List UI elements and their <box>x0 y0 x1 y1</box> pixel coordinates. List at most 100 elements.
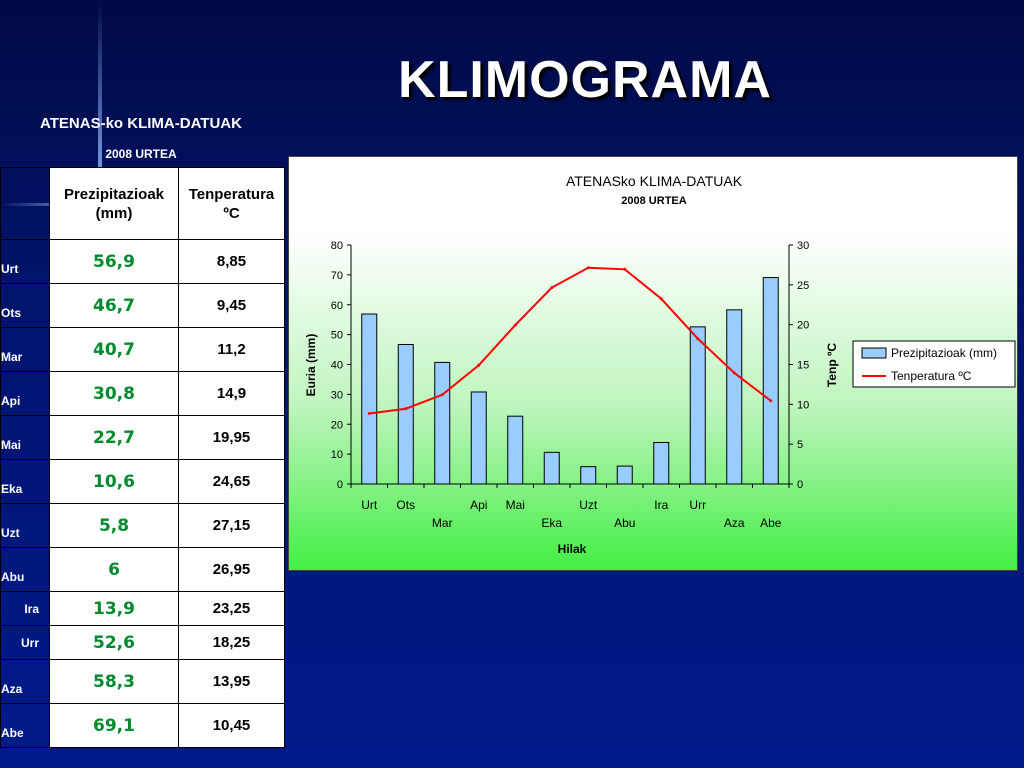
month-cell: Abu <box>0 547 50 592</box>
precip-cell: 10,6 <box>49 459 179 504</box>
temp-cell: 23,25 <box>178 591 285 626</box>
temp-cell: 27,15 <box>178 503 285 548</box>
temp-cell: 9,45 <box>178 283 285 328</box>
table-row: Abu 6 26,95 <box>0 547 285 592</box>
x-tick-label: Mar <box>432 516 453 530</box>
precip-cell: 46,7 <box>49 283 179 328</box>
bar-precip <box>726 309 743 485</box>
precip-cell: 6 <box>49 547 179 592</box>
month-cell: Ots <box>0 283 50 328</box>
legend-label-precip: Prezipitazioak (mm) <box>891 346 997 360</box>
table-row: Urt 56,9 8,85 <box>0 239 285 284</box>
table-row: Uzt 5,8 27,15 <box>0 503 285 548</box>
chart-legend: Prezipitazioak (mm) Tenperatura ºC <box>852 340 1016 388</box>
y-tick-label: 10 <box>331 449 343 461</box>
temp-cell: 26,95 <box>178 547 285 592</box>
temp-cell: 13,95 <box>178 659 285 704</box>
precip-cell: 22,7 <box>49 415 179 460</box>
x-tick-label: Urr <box>689 498 706 512</box>
month-cell: Api <box>0 371 50 416</box>
precip-cell: 52,6 <box>49 625 179 660</box>
y-tick-label: 60 <box>331 300 343 312</box>
month-cell: Urr <box>0 625 50 660</box>
temp-cell: 11,2 <box>178 327 285 372</box>
bar-precip <box>361 313 378 485</box>
table-header-row: Prezipitazioak (mm) Tenperatura ºC <box>0 167 285 240</box>
y-tick-label: 80 <box>331 240 343 252</box>
y2-tick-label: 15 <box>797 360 809 372</box>
table-row: Aza 58,3 13,95 <box>0 659 285 704</box>
y2-tick-label: 30 <box>797 240 809 252</box>
y-tick-label: 0 <box>337 479 343 491</box>
decorative-light-streak <box>98 0 102 250</box>
point-temperature <box>659 297 663 301</box>
month-cell: Urt <box>0 239 50 284</box>
point-temperature <box>440 393 444 397</box>
temp-cell: 14,9 <box>178 371 285 416</box>
table-header-empty-cell <box>0 167 50 240</box>
temp-cell: 24,65 <box>178 459 285 504</box>
month-cell: Aza <box>0 659 50 704</box>
x-tick-label: Abu <box>614 516 635 530</box>
temp-cell: 19,95 <box>178 415 285 460</box>
bar-precip <box>762 277 779 485</box>
y-axis-title: Euria (mm) <box>304 334 318 397</box>
table-row: Eka 10,6 24,65 <box>0 459 285 504</box>
x-tick-label: Eka <box>541 516 562 530</box>
temp-cell: 10,45 <box>178 703 285 748</box>
x-tick-label: Mai <box>506 498 525 512</box>
legend-label-temp: Tenperatura ºC <box>891 369 972 383</box>
x-tick-label: Ira <box>654 498 668 512</box>
x-tick-label: Uzt <box>579 498 598 512</box>
bar-precip <box>434 361 451 485</box>
precip-cell: 69,1 <box>49 703 179 748</box>
temp-column-header: Tenperatura ºC <box>178 167 285 240</box>
y-tick-label: 50 <box>331 330 343 342</box>
point-temperature <box>623 267 627 271</box>
y-tick-label: 20 <box>331 419 343 431</box>
month-cell: Mar <box>0 327 50 372</box>
x-tick-label: Aza <box>724 516 745 530</box>
x-tick-label: Api <box>470 498 487 512</box>
month-cell: Mai <box>0 415 50 460</box>
precip-cell: 30,8 <box>49 371 179 416</box>
chart-subtitle: 2008 URTEA <box>621 195 686 207</box>
x-tick-label: Abe <box>760 516 782 530</box>
slide-title: KLIMOGRAMA <box>398 51 772 109</box>
x-tick-label: Ots <box>396 498 415 512</box>
table-row: Abe 69,1 10,45 <box>0 703 285 748</box>
point-temperature <box>513 323 517 327</box>
chart-title: ATENASko KLIMA-DATUAK <box>566 173 743 189</box>
plot-area <box>351 245 789 484</box>
table-row: Api 30,8 14,9 <box>0 371 285 416</box>
month-cell: Eka <box>0 459 50 504</box>
table-row: Mai 22,7 19,95 <box>0 415 285 460</box>
table-row: Mar 40,7 11,2 <box>0 327 285 372</box>
bar-precip <box>397 343 414 485</box>
bar-precip <box>507 415 524 485</box>
point-temperature <box>550 286 554 290</box>
table-row: Ots 46,7 9,45 <box>0 283 285 328</box>
line-temperature <box>369 266 772 415</box>
month-cell: Ira <box>0 591 50 626</box>
y-tick-label: 40 <box>331 360 343 372</box>
bar-precip <box>653 441 670 485</box>
x-tick-label: Urt <box>361 498 378 512</box>
precip-column-header: Prezipitazioak (mm) <box>49 167 179 240</box>
y2-tick-label: 25 <box>797 280 809 292</box>
precip-cell: 56,9 <box>49 239 179 284</box>
precip-cell: 58,3 <box>49 659 179 704</box>
precip-cell: 40,7 <box>49 327 179 372</box>
y-tick-label: 30 <box>331 389 343 401</box>
bar-precip <box>580 466 597 485</box>
y2-tick-label: 0 <box>797 479 803 491</box>
month-cell: Uzt <box>0 503 50 548</box>
y2-tick-label: 10 <box>797 399 809 411</box>
temp-cell: 18,25 <box>178 625 285 660</box>
point-temperature <box>586 266 590 270</box>
table-title: ATENAS-ko KLIMA-DATUAK <box>40 115 242 132</box>
temp-cell: 8,85 <box>178 239 285 284</box>
climograph-chart: ATENASko KLIMA-DATUAK 2008 URTEA 0 10 20 30… <box>304 173 1016 556</box>
y2-axis-title: Tenp ºC <box>825 343 839 387</box>
y2-tick-label: 5 <box>797 439 803 451</box>
